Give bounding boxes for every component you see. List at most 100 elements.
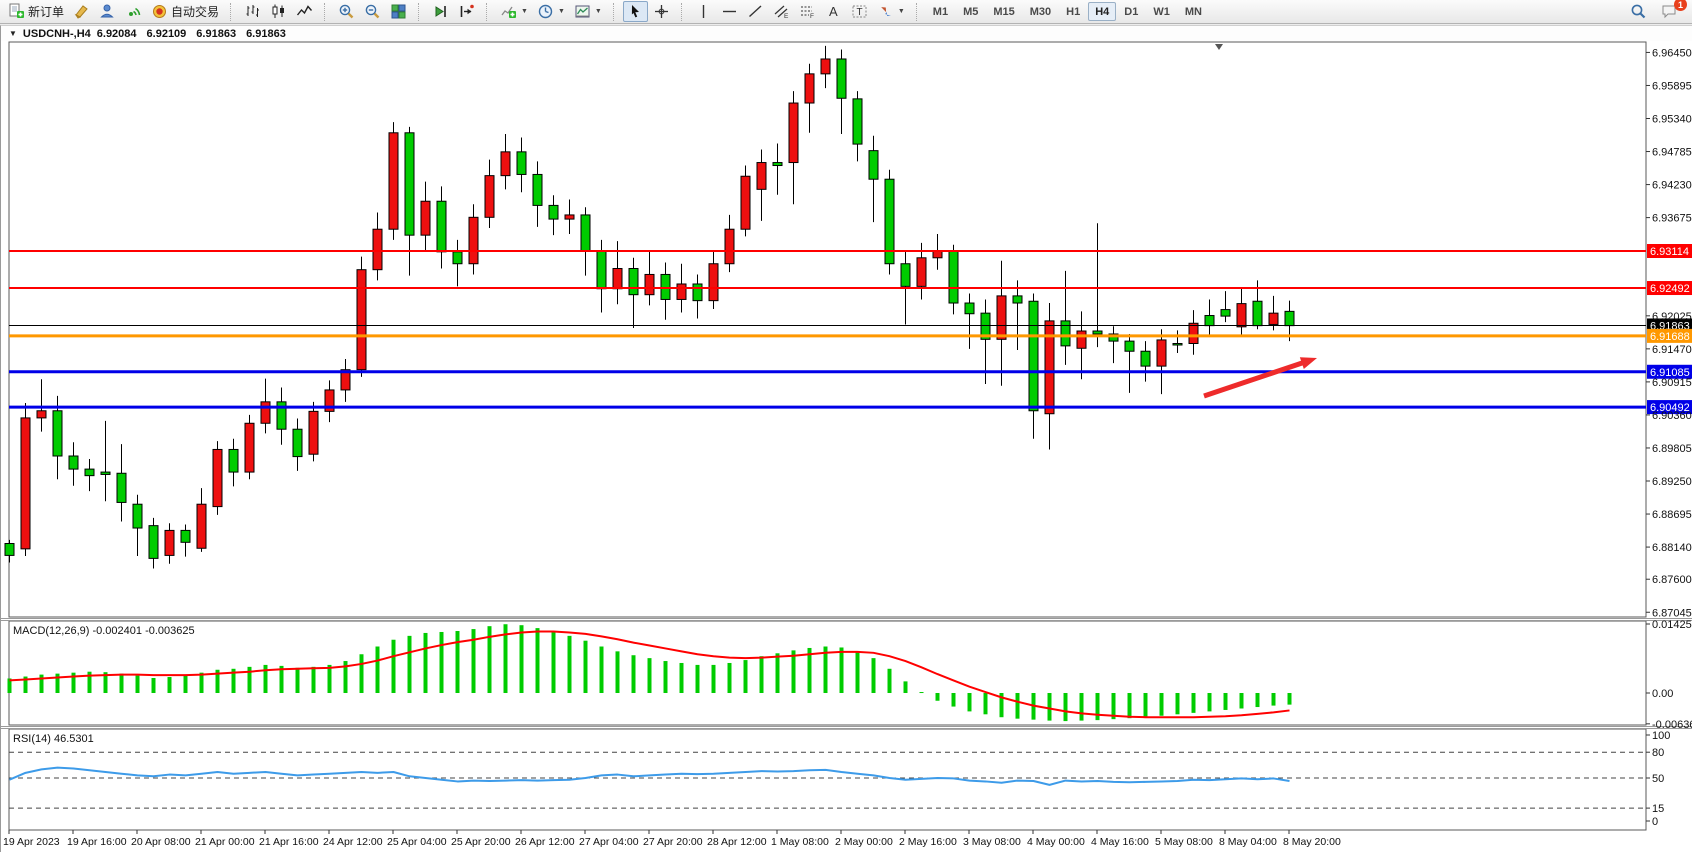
chevron-down-icon[interactable]: ▼	[897, 8, 905, 15]
zoom-in-button[interactable]	[334, 1, 359, 22]
timeframe-button-w1[interactable]: W1	[1153, 6, 1170, 18]
candle-bullish	[340, 369, 351, 391]
macd-bar	[839, 647, 844, 693]
timeframe-button-h1[interactable]: H1	[1066, 6, 1081, 18]
candle-bearish	[596, 250, 607, 290]
candle-bullish	[708, 263, 719, 302]
time-axis-label: 8 May 20:00	[1283, 836, 1341, 848]
candle-bearish	[964, 302, 975, 315]
zoom-out-button[interactable]	[360, 1, 385, 22]
time-axis-label: 21 Apr 16:00	[259, 836, 319, 848]
candle-bearish	[452, 251, 463, 265]
macd-bar	[871, 658, 876, 693]
candle-bearish	[580, 214, 591, 252]
timeframe-button-m15[interactable]: M15	[993, 6, 1015, 18]
macd-bar	[551, 631, 556, 693]
candle-bearish	[1204, 315, 1215, 327]
candle-bearish	[948, 250, 959, 304]
timeframe-button-d1[interactable]: D1	[1124, 6, 1139, 18]
time-axis-label: 5 May 08:00	[1155, 836, 1213, 848]
candle-bearish	[148, 525, 159, 559]
templates-button[interactable]: ▼	[570, 1, 606, 22]
candle-bearish	[180, 529, 191, 543]
price-tick-label: 6.90915	[1652, 377, 1692, 389]
vline-button[interactable]	[691, 1, 716, 22]
price-tick-label: 6.88695	[1652, 509, 1692, 521]
cursor-button[interactable]	[622, 1, 648, 22]
macd-bar	[679, 662, 684, 693]
timeframe-button-m5[interactable]: M5	[963, 6, 979, 18]
chart-shift-button[interactable]	[454, 1, 479, 22]
market-watch-button[interactable]	[95, 1, 120, 22]
chevron-down-icon[interactable]: ▼	[557, 8, 565, 15]
price-level-label	[1647, 400, 1692, 415]
trend-arrow-head[interactable]	[1299, 357, 1317, 369]
styles-brush-button[interactable]	[69, 1, 94, 22]
macd-bar	[711, 664, 716, 693]
fibonacci-button[interactable]: F	[795, 1, 820, 22]
macd-bar	[151, 677, 156, 693]
chevron-down-icon[interactable]: ▼	[594, 8, 602, 15]
line-chart-button[interactable]	[292, 1, 317, 22]
chart-plot-area[interactable]	[8, 41, 1647, 618]
timeframe-button-mn[interactable]: MN	[1184, 6, 1202, 18]
macd-bar	[823, 646, 828, 693]
bar-chart-button[interactable]	[240, 1, 265, 22]
equidistant-channel-button[interactable]: E	[769, 1, 794, 22]
rsi-line	[9, 766, 1290, 786]
macd-bar	[167, 677, 172, 693]
candle-bearish	[228, 448, 239, 473]
auto-scroll-button[interactable]	[428, 1, 453, 22]
candle-bearish	[4, 543, 15, 556]
chart-shift-marker-icon[interactable]	[1215, 44, 1223, 50]
macd-bar	[55, 673, 60, 693]
candle-bullish	[324, 389, 335, 412]
macd-bar	[23, 676, 28, 693]
time-axis-label: 27 Apr 20:00	[643, 836, 703, 848]
trend-arrow-shaft[interactable]	[1203, 359, 1306, 399]
candle-bearish	[1092, 330, 1103, 335]
arrows-button[interactable]: ▼	[873, 1, 909, 22]
time-axis-label: 25 Apr 20:00	[451, 836, 511, 848]
search-button[interactable]	[1626, 1, 1651, 22]
rsi-tick-label: 0	[1652, 816, 1658, 828]
text-label-button[interactable]: T	[847, 1, 872, 22]
chevron-down-icon[interactable]: ▼	[521, 8, 528, 15]
rsi-panel[interactable]	[8, 728, 1647, 831]
timeframe-button-m1[interactable]: M1	[932, 6, 949, 18]
periods-button[interactable]: ▼	[533, 1, 569, 22]
macd-bar	[1191, 693, 1196, 713]
fibonacci-icon: F	[799, 3, 816, 20]
candle-bullish	[724, 228, 735, 265]
price-level-label	[1647, 244, 1692, 258]
candlestick-chart-button[interactable]	[266, 1, 291, 22]
price-level-label-text: 6.90492	[1650, 402, 1690, 414]
price-level-label-text: 6.93114	[1650, 246, 1689, 258]
notifications-button[interactable]: 1	[1657, 0, 1687, 22]
trendline-button[interactable]	[743, 1, 768, 22]
timeframe-button-m30[interactable]: M30	[1029, 6, 1052, 18]
autotrading-button[interactable]: 自动交易	[147, 1, 223, 22]
notification-badge: 1	[1674, 0, 1687, 11]
toolbar-separator	[680, 2, 686, 21]
macd-bar	[215, 669, 220, 693]
timeframe-button-h4[interactable]: H4	[1088, 2, 1117, 21]
macd-bar	[71, 672, 76, 693]
candle-bullish	[388, 132, 399, 230]
macd-bar	[503, 624, 508, 693]
new-order-button[interactable]: 新订单	[4, 1, 68, 22]
text-button[interactable]: A	[821, 1, 846, 22]
macd-bar	[135, 675, 140, 693]
crosshair-button[interactable]	[649, 1, 674, 22]
signals-button[interactable]	[121, 1, 146, 22]
chart-menu-icon[interactable]: ▼	[9, 29, 17, 38]
candle-bearish	[548, 204, 559, 220]
hline-button[interactable]	[717, 1, 742, 22]
tile-windows-button[interactable]	[386, 1, 411, 22]
macd-bar	[39, 674, 44, 693]
candle-bearish	[1124, 340, 1135, 352]
indicators-button[interactable]: ▼	[496, 1, 532, 22]
macd-bar	[775, 653, 780, 693]
macd-bar	[567, 635, 572, 693]
macd-bar	[103, 672, 108, 693]
